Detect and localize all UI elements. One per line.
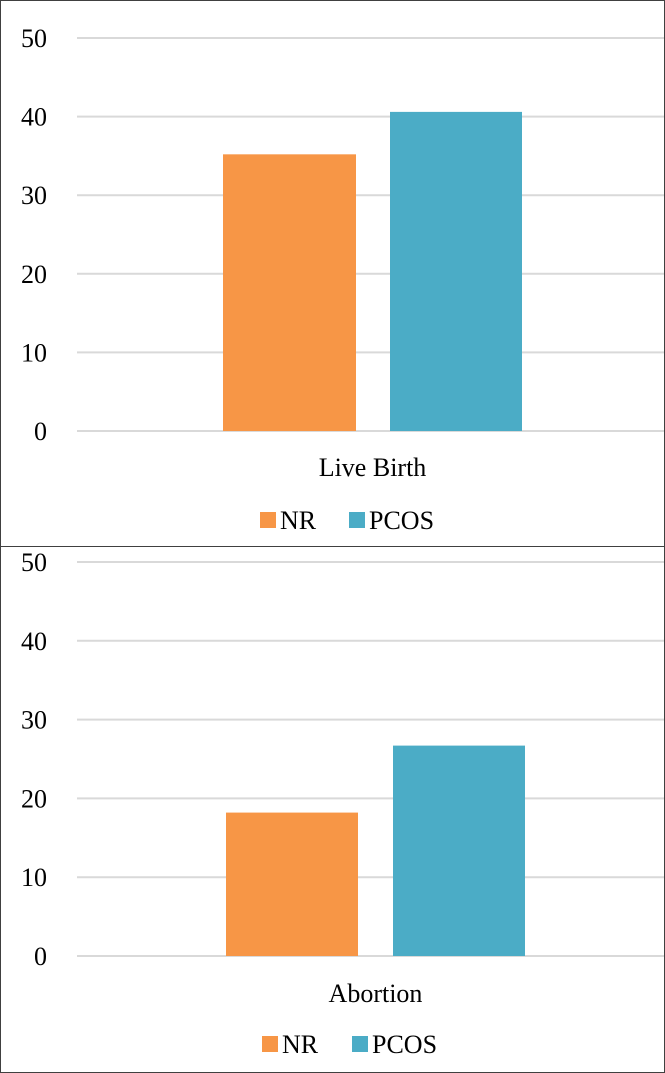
y-tick-label: 40: [21, 103, 47, 132]
bar-pcos: [390, 111, 522, 431]
bar-nr: [226, 812, 358, 956]
category-label: Live Birth: [319, 453, 427, 482]
y-tick-label: 0: [34, 942, 47, 971]
legend-swatch-nr: [262, 1036, 278, 1052]
y-tick-label: 0: [34, 417, 47, 446]
bar-nr: [223, 154, 356, 431]
legend-swatch-pcos: [349, 512, 365, 528]
legend-swatch-nr: [260, 512, 276, 528]
y-tick-label: 10: [21, 338, 47, 367]
y-tick-label: 30: [21, 706, 47, 735]
category-label: Abortion: [329, 979, 423, 1008]
bar-chart-abortion: 0 10 20 30 40 50 Abortion NR PCOS: [21, 548, 664, 1059]
y-tick-label: 40: [21, 627, 47, 656]
y-tick-label: 10: [21, 863, 47, 892]
legend-label-pcos: PCOS: [372, 1030, 437, 1059]
legend-label-pcos: PCOS: [369, 506, 434, 535]
y-tick-label: 20: [21, 784, 47, 813]
legend-label-nr: NR: [282, 1030, 319, 1059]
y-tick-label: 50: [21, 548, 47, 577]
chart-panel-abortion: 0 10 20 30 40 50 Abortion NR PCOS: [0, 546, 665, 1073]
chart-panel-live-birth: 0 10 20 30 40 50 Live Birth NR PCOS: [0, 0, 665, 548]
y-tick-label: 30: [21, 181, 47, 210]
y-tick-label: 50: [21, 24, 47, 53]
legend-label-nr: NR: [280, 506, 317, 535]
y-tick-label: 20: [21, 260, 47, 289]
legend-swatch-pcos: [352, 1036, 368, 1052]
bar-pcos: [393, 745, 525, 956]
